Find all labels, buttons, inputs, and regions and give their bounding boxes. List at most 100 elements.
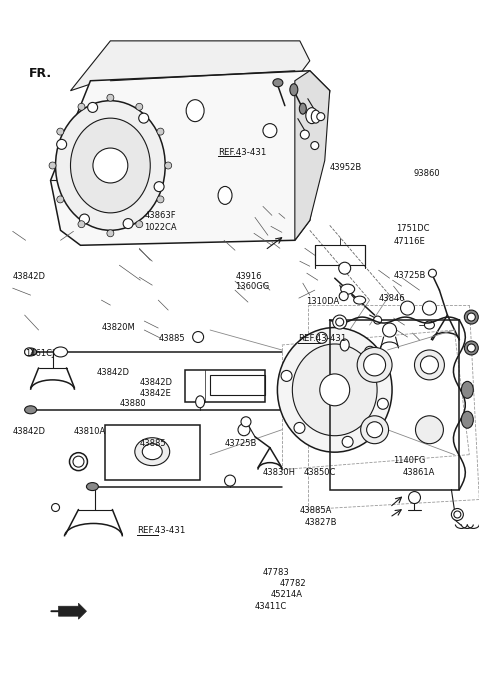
Ellipse shape <box>364 354 385 376</box>
Ellipse shape <box>78 103 85 111</box>
Ellipse shape <box>373 316 382 324</box>
Ellipse shape <box>451 508 463 521</box>
Bar <box>185 370 265 402</box>
Text: 43885A: 43885A <box>300 506 332 515</box>
Ellipse shape <box>333 315 347 329</box>
Ellipse shape <box>316 332 327 343</box>
Bar <box>315 245 365 265</box>
Ellipse shape <box>422 301 436 315</box>
Ellipse shape <box>192 332 204 342</box>
Ellipse shape <box>78 221 85 228</box>
Ellipse shape <box>56 101 165 231</box>
Ellipse shape <box>123 218 133 228</box>
Text: REF.43-431: REF.43-431 <box>137 527 185 536</box>
Ellipse shape <box>57 196 64 203</box>
Text: FR.: FR. <box>28 68 51 81</box>
Ellipse shape <box>357 348 392 382</box>
Ellipse shape <box>88 102 97 113</box>
Text: 47783: 47783 <box>263 567 290 577</box>
Ellipse shape <box>57 128 64 135</box>
Ellipse shape <box>336 318 344 326</box>
Text: 93860: 93860 <box>413 169 440 178</box>
Ellipse shape <box>468 344 475 352</box>
Text: 43916: 43916 <box>235 272 262 281</box>
Text: 43861A: 43861A <box>403 468 435 477</box>
Ellipse shape <box>364 346 375 357</box>
Ellipse shape <box>107 94 114 101</box>
Ellipse shape <box>73 456 84 467</box>
Ellipse shape <box>360 416 389 443</box>
Text: 43850C: 43850C <box>303 468 336 477</box>
Ellipse shape <box>139 113 149 123</box>
Ellipse shape <box>416 416 444 443</box>
Ellipse shape <box>341 284 355 294</box>
Ellipse shape <box>238 424 250 436</box>
Polygon shape <box>71 41 310 91</box>
Text: 47116E: 47116E <box>393 237 425 246</box>
Ellipse shape <box>464 341 478 355</box>
Text: 43411C: 43411C <box>254 601 287 610</box>
Bar <box>106 424 200 479</box>
Ellipse shape <box>107 230 114 237</box>
Ellipse shape <box>377 398 388 410</box>
Ellipse shape <box>70 453 87 471</box>
Text: 47782: 47782 <box>279 578 306 588</box>
Text: 43885: 43885 <box>158 334 185 344</box>
Text: 43952B: 43952B <box>330 163 362 172</box>
Text: 43863F: 43863F <box>144 212 176 220</box>
Ellipse shape <box>311 142 319 150</box>
Text: 43820M: 43820M <box>101 323 135 332</box>
Text: 45214A: 45214A <box>271 590 303 599</box>
Polygon shape <box>59 603 86 619</box>
Ellipse shape <box>281 370 292 382</box>
Ellipse shape <box>57 140 67 149</box>
Ellipse shape <box>24 348 36 356</box>
Ellipse shape <box>24 406 36 414</box>
Ellipse shape <box>136 103 143 111</box>
Ellipse shape <box>136 221 143 228</box>
Ellipse shape <box>461 382 473 399</box>
Ellipse shape <box>300 103 306 114</box>
Ellipse shape <box>320 374 350 406</box>
Text: 43842D: 43842D <box>96 367 130 376</box>
Ellipse shape <box>241 417 251 426</box>
Ellipse shape <box>454 511 461 518</box>
Ellipse shape <box>354 296 366 304</box>
Ellipse shape <box>429 269 436 277</box>
Ellipse shape <box>54 347 68 357</box>
Ellipse shape <box>415 350 444 380</box>
Ellipse shape <box>142 443 162 460</box>
Ellipse shape <box>367 422 383 438</box>
Text: 1360GG: 1360GG <box>235 283 269 292</box>
Ellipse shape <box>49 162 56 169</box>
Text: 1022CA: 1022CA <box>144 223 177 232</box>
Text: 43846: 43846 <box>379 294 406 303</box>
Text: REF.43-431: REF.43-431 <box>299 334 347 344</box>
Text: 43885: 43885 <box>140 439 166 448</box>
Ellipse shape <box>273 79 283 87</box>
Text: 43725B: 43725B <box>393 271 426 280</box>
Ellipse shape <box>408 492 420 504</box>
Ellipse shape <box>86 483 98 491</box>
Ellipse shape <box>225 475 236 486</box>
Ellipse shape <box>135 438 170 466</box>
Text: 43810A: 43810A <box>73 427 106 436</box>
Ellipse shape <box>424 321 434 329</box>
Ellipse shape <box>154 182 164 192</box>
Ellipse shape <box>317 113 325 121</box>
Ellipse shape <box>400 301 415 315</box>
Text: 43842D: 43842D <box>12 273 46 281</box>
Ellipse shape <box>468 313 475 321</box>
Ellipse shape <box>339 292 348 300</box>
Text: 43827B: 43827B <box>305 519 337 527</box>
Text: REF.43-431: REF.43-431 <box>218 148 267 157</box>
Ellipse shape <box>157 128 164 135</box>
Polygon shape <box>295 71 330 240</box>
Text: 43725B: 43725B <box>225 439 257 448</box>
Ellipse shape <box>300 130 309 139</box>
Ellipse shape <box>71 118 150 213</box>
Ellipse shape <box>340 339 349 351</box>
Text: 43842D: 43842D <box>12 427 46 436</box>
Ellipse shape <box>290 84 298 96</box>
Ellipse shape <box>342 437 353 447</box>
